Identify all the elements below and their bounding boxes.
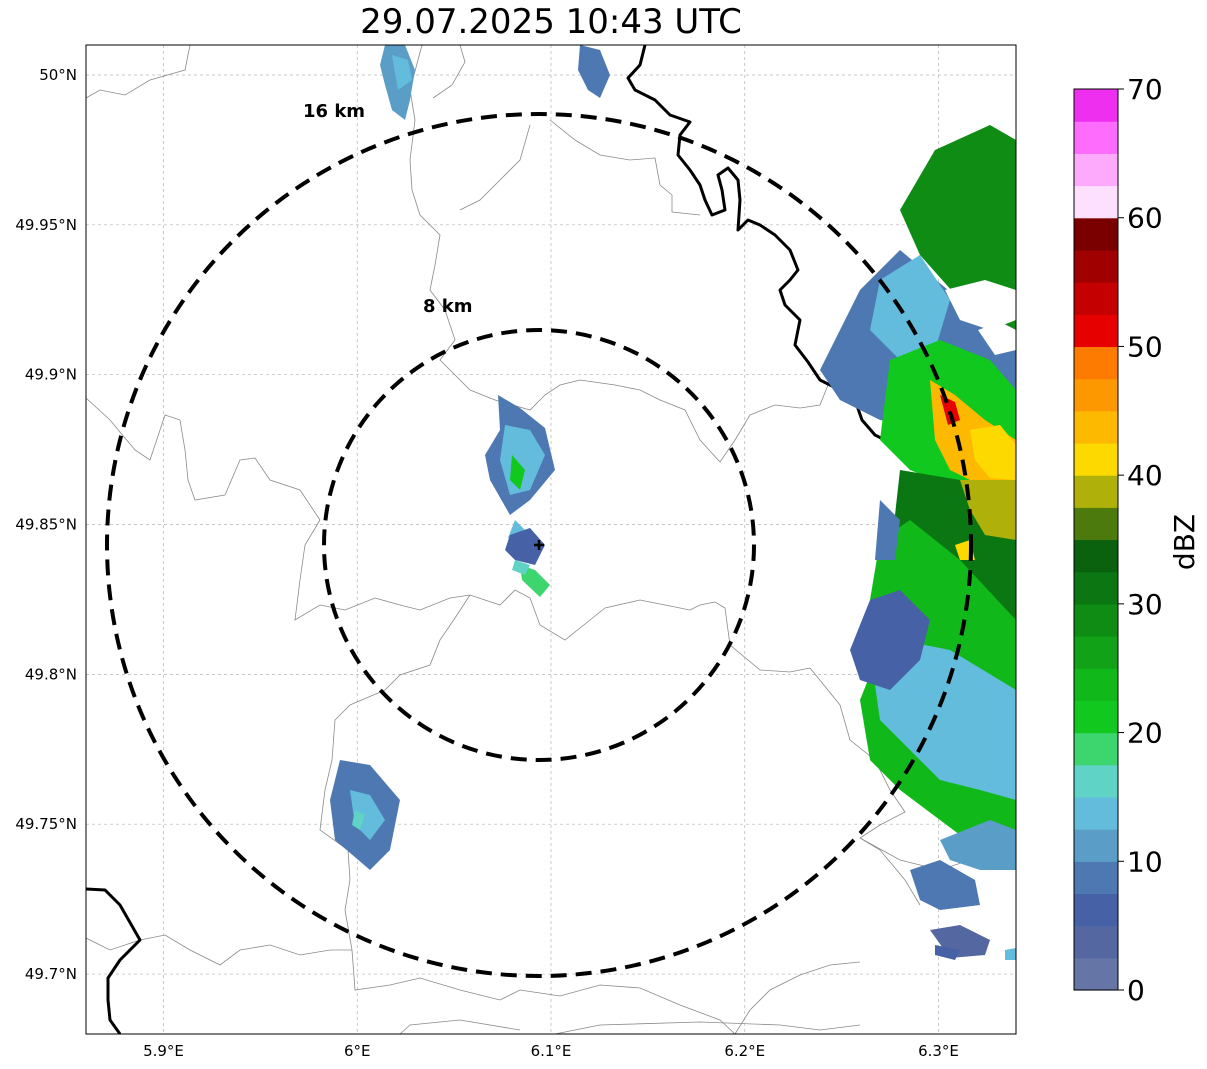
lon-tick-label: 6°E — [344, 1042, 371, 1060]
lat-tick-label: 49.85°N — [15, 516, 77, 534]
radar-site-marker — [534, 540, 544, 550]
colorbar-segment — [1074, 893, 1118, 927]
colorbar-tick-label: 30 — [1127, 588, 1163, 621]
colorbar-segment — [1074, 89, 1118, 122]
lat-tick-label: 49.7°N — [25, 965, 77, 983]
colorbar-segment — [1074, 732, 1118, 766]
lat-tick-label: 49.8°N — [25, 665, 77, 683]
lon-tick-label: 5.9°E — [143, 1042, 184, 1060]
admin-borders — [86, 45, 1016, 1034]
lon-axis-labels: 5.9°E 6°E 6.1°E 6.2°E 6.3°E — [143, 1042, 959, 1060]
colorbar-segment — [1074, 636, 1118, 669]
colorbar-segment — [1074, 603, 1118, 637]
lat-tick-label: 49.95°N — [15, 216, 77, 234]
colorbar-segment — [1074, 185, 1118, 219]
colorbar-tick-label: 0 — [1127, 974, 1145, 1007]
colorbar-segment — [1074, 346, 1118, 380]
colorbar-segment — [1074, 410, 1118, 444]
radar-echoes — [330, 45, 1016, 960]
colorbar-tick-label: 60 — [1127, 202, 1163, 235]
colorbar-segment — [1074, 861, 1118, 895]
colorbar: 0 10 20 30 40 50 60 70 — [1073, 73, 1163, 1007]
colorbar-tick-label: 10 — [1127, 845, 1163, 878]
range-ring-16km — [105, 112, 973, 978]
lon-tick-label: 6.3°E — [918, 1042, 959, 1060]
colorbar-segment — [1074, 668, 1118, 701]
range-ring-8km — [322, 328, 756, 762]
colorbar-segment — [1074, 764, 1118, 798]
colorbar-segment — [1074, 314, 1118, 348]
colorbar-segment — [1074, 507, 1118, 541]
colorbar-segment — [1074, 249, 1118, 283]
map-title: 29.07.2025 10:43 UTC — [360, 2, 742, 42]
colorbar-frame — [1073, 88, 1119, 991]
colorbar-segment — [1074, 442, 1118, 476]
ring-label-16km: 16 km — [303, 101, 365, 122]
lon-tick-label: 6.1°E — [531, 1042, 572, 1060]
colorbar-segment — [1074, 539, 1118, 573]
colorbar-tick-label: 70 — [1127, 73, 1163, 106]
colorbar-segment — [1074, 153, 1118, 187]
colorbar-segment — [1074, 925, 1118, 959]
colorbar-segment — [1074, 475, 1118, 508]
colorbar-segment — [1074, 378, 1118, 412]
colorbar-segment — [1074, 571, 1118, 605]
lat-tick-label: 50°N — [39, 66, 77, 84]
ring-label-8km: 8 km — [423, 296, 473, 317]
colorbar-tick-label: 20 — [1127, 717, 1163, 750]
colorbar-tick-label: 40 — [1127, 459, 1163, 492]
colorbar-segment — [1074, 121, 1118, 154]
colorbar-segment — [1074, 829, 1118, 862]
lat-tick-label: 49.9°N — [25, 366, 77, 384]
lon-tick-label: 6.2°E — [724, 1042, 765, 1060]
lat-axis-labels: 50°N 49.95°N 49.9°N 49.85°N 49.8°N 49.75°N 49.… — [15, 66, 77, 983]
colorbar-label: dBZ — [1168, 514, 1201, 570]
colorbar-segment — [1074, 217, 1118, 251]
colorbar-segment — [1074, 700, 1118, 734]
plot-frame — [85, 44, 1017, 1035]
colorbar-tick-label: 50 — [1127, 330, 1163, 363]
colorbar-segment — [1074, 282, 1118, 315]
colorbar-segment — [1074, 796, 1118, 830]
lat-tick-label: 49.75°N — [15, 815, 77, 833]
colorbar-segment — [1074, 957, 1118, 991]
